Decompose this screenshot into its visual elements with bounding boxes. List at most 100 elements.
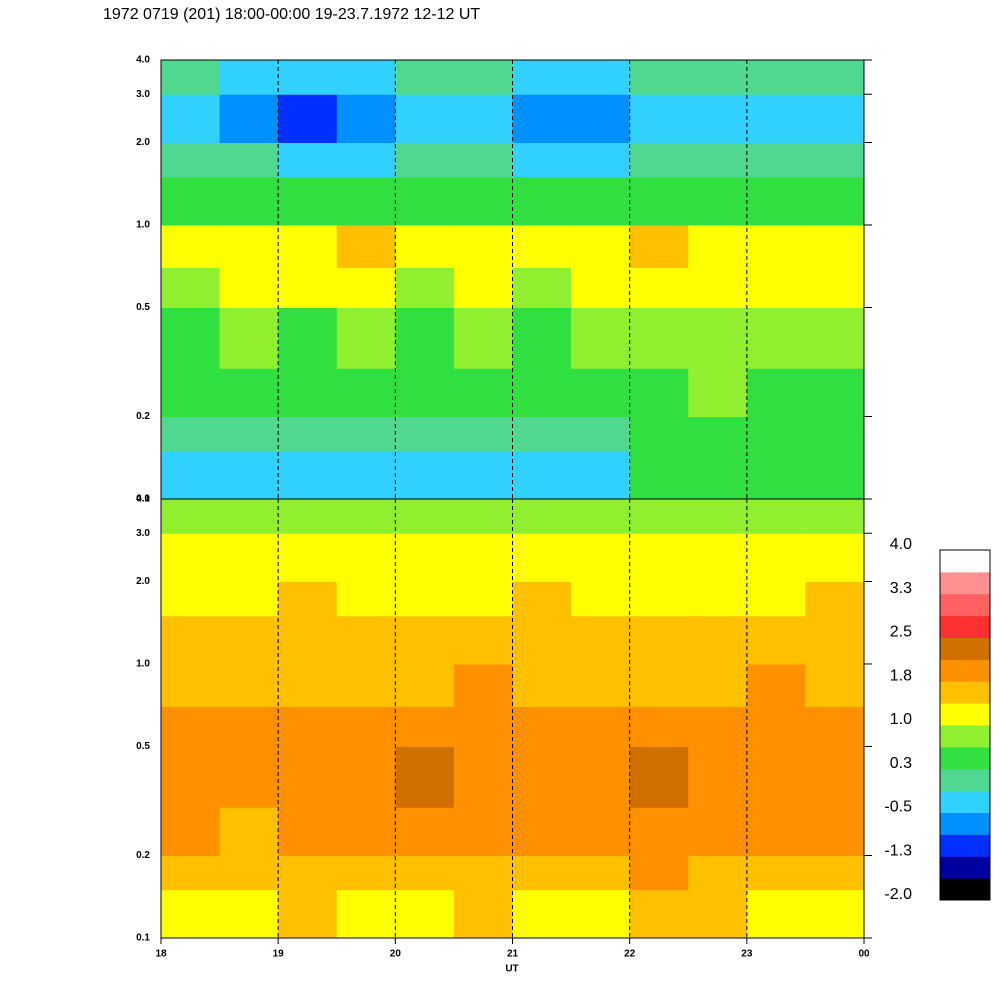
colorbar-swatch	[940, 681, 990, 704]
x-tick-label: 22	[624, 949, 636, 960]
y-tick-label: 3.0	[136, 89, 150, 100]
heatmap-cell	[512, 368, 572, 418]
y-tick-label: 4.0	[136, 494, 150, 505]
heatmap-cell	[395, 450, 455, 500]
heatmap-cell	[688, 142, 748, 178]
heatmap-cell	[219, 307, 279, 369]
heatmap-cell	[571, 533, 631, 582]
heatmap-cell	[629, 224, 689, 268]
heatmap-cell	[395, 663, 455, 707]
heatmap-cell	[805, 60, 865, 95]
heatmap-cell	[161, 855, 221, 891]
heatmap-cell	[161, 307, 221, 369]
heatmap-cell	[336, 368, 396, 418]
heatmap-cell	[219, 368, 279, 418]
heatmap-cell	[746, 533, 806, 582]
heatmap-cell	[278, 615, 338, 665]
heatmap-cell	[219, 663, 279, 707]
heatmap-cell	[278, 706, 338, 747]
heatmap-cell	[336, 307, 396, 369]
heatmap-cell	[688, 533, 748, 582]
heatmap-cell	[629, 663, 689, 707]
heatmap-cell	[805, 807, 865, 857]
heatmap-cell	[688, 368, 748, 418]
heatmap-cell	[395, 142, 455, 178]
heatmap-cell	[512, 176, 572, 226]
colorbar-label: 2.5	[890, 624, 912, 641]
x-tick-label: 19	[273, 949, 285, 960]
heatmap-cell	[805, 855, 865, 891]
heatmap-cell	[746, 60, 806, 95]
heatmap-cell	[571, 94, 631, 143]
heatmap-cell	[336, 581, 396, 617]
heatmap-cell	[746, 224, 806, 268]
heatmap-cell	[746, 615, 806, 665]
colorbar-label: -2.0	[884, 886, 912, 903]
colorbar-swatch	[940, 703, 990, 726]
y-tick-label: 1.0	[136, 220, 150, 231]
heatmap-cell	[688, 807, 748, 857]
heatmap-cell	[805, 450, 865, 500]
colorbar-swatch	[940, 878, 990, 901]
heatmap-cell	[746, 307, 806, 369]
heatmap-cell	[688, 176, 748, 226]
heatmap-cell	[336, 60, 396, 95]
heatmap-cell	[805, 94, 865, 143]
heatmap-cell	[336, 94, 396, 143]
heatmap-cell	[278, 581, 338, 617]
x-tick-label: 18	[155, 949, 167, 960]
colorbar-swatch	[940, 659, 990, 682]
heatmap-cell	[746, 581, 806, 617]
heatmap-cell	[219, 807, 279, 857]
heatmap-cell	[161, 176, 221, 226]
heatmap-cell	[571, 615, 631, 665]
heatmap-cell	[219, 450, 279, 500]
heatmap-cell	[805, 706, 865, 747]
heatmap-cell	[336, 889, 396, 939]
heatmap-cell	[453, 142, 513, 178]
heatmap-cell	[629, 706, 689, 747]
heatmap-cell	[336, 224, 396, 268]
heatmap-cell	[571, 60, 631, 95]
heatmap-cell	[395, 224, 455, 268]
colorbar-swatch	[940, 834, 990, 857]
x-tick-label: 21	[507, 949, 519, 960]
colorbar-swatch	[940, 550, 990, 573]
heatmap-cell	[219, 176, 279, 226]
heatmap-cell	[219, 142, 279, 178]
colorbar-swatch	[940, 571, 990, 595]
heatmap-cell	[453, 224, 513, 268]
heatmap-cell	[219, 533, 279, 582]
heatmap-cell	[161, 746, 221, 808]
heatmap-cell	[336, 855, 396, 891]
heatmap-cell	[571, 176, 631, 226]
heatmap-cell	[453, 307, 513, 369]
heatmap-cell	[629, 94, 689, 143]
heatmap-cell	[453, 416, 513, 452]
heatmap-cell	[629, 533, 689, 582]
heatmap-cell	[571, 706, 631, 747]
heatmap-cell	[219, 615, 279, 665]
heatmap-cell	[629, 499, 689, 534]
heatmap-cell	[571, 889, 631, 939]
heatmap-cell	[278, 807, 338, 857]
heatmap-cell	[512, 581, 572, 617]
heatmap-cell	[278, 94, 338, 143]
heatmap-cell	[629, 60, 689, 95]
heatmap-cell	[746, 368, 806, 418]
heatmap-cell	[512, 450, 572, 500]
heatmap-cell	[219, 706, 279, 747]
heatmap-cell	[278, 450, 338, 500]
heatmap-cell	[161, 581, 221, 617]
heatmap-cell	[805, 267, 865, 308]
heatmap-cell	[571, 224, 631, 268]
y-tick-label: 1.0	[136, 659, 150, 670]
heatmap-cell	[278, 142, 338, 178]
heatmap-cell	[336, 706, 396, 747]
heatmap-cell	[629, 807, 689, 857]
heatmap-cell	[278, 307, 338, 369]
heatmap-cell	[805, 307, 865, 369]
heatmap-cell	[805, 663, 865, 707]
heatmap-cell	[336, 450, 396, 500]
